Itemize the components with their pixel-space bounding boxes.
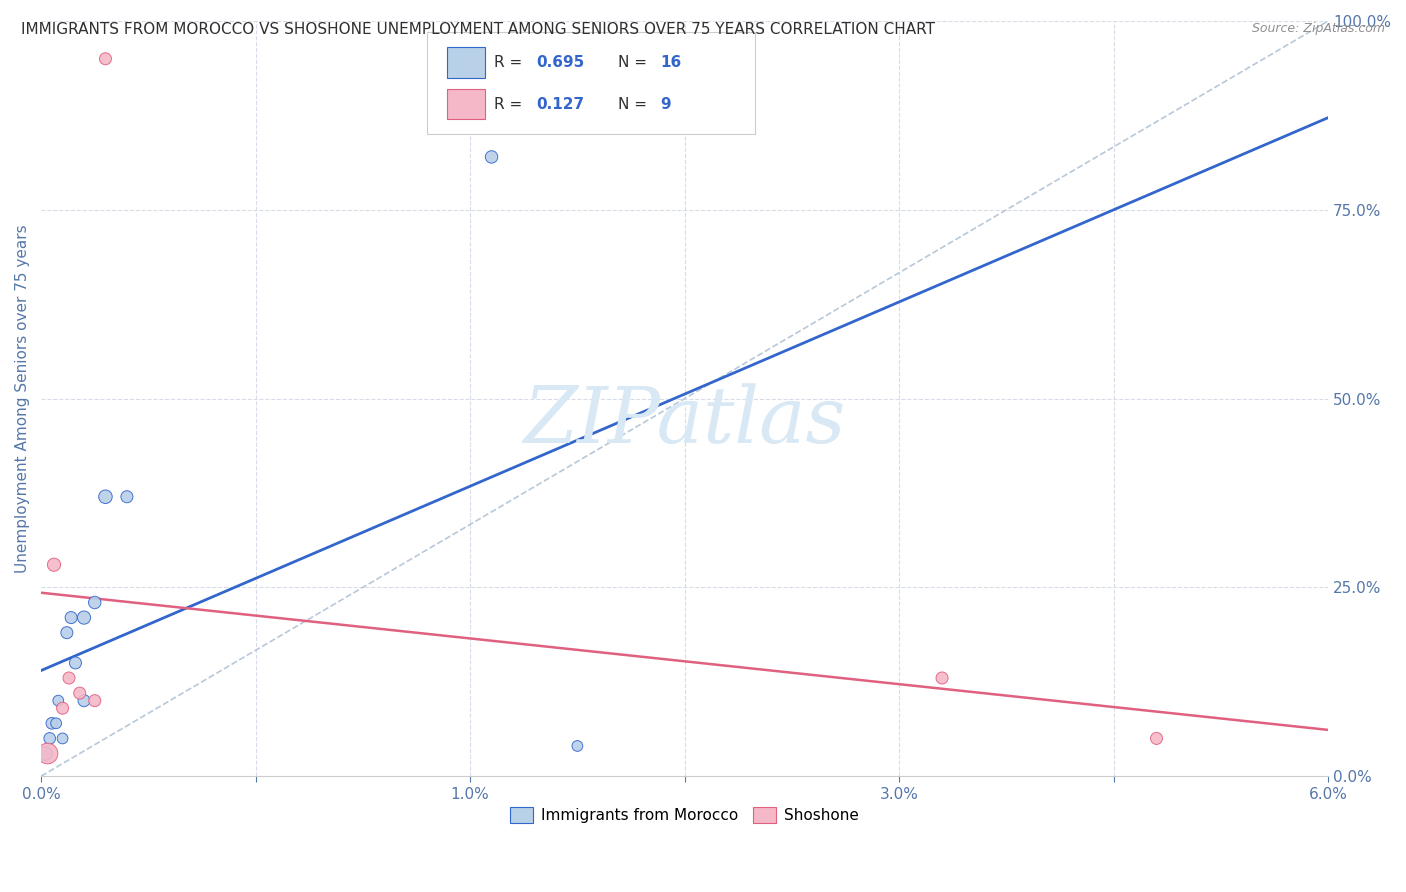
Point — [38, 731, 60, 746]
Point — [73, 693, 96, 707]
Point — [65, 656, 87, 670]
Text: R =: R = — [494, 96, 527, 112]
Point — [45, 716, 67, 731]
Point — [58, 671, 80, 685]
Point — [42, 558, 65, 572]
Point — [51, 701, 73, 715]
FancyBboxPatch shape — [447, 47, 485, 78]
Point — [69, 686, 91, 700]
Point — [83, 693, 105, 707]
Text: 0.127: 0.127 — [537, 96, 585, 112]
Text: N =: N = — [617, 96, 651, 112]
Point — [37, 747, 59, 761]
FancyBboxPatch shape — [447, 89, 485, 120]
Point — [73, 610, 96, 624]
Legend: Immigrants from Morocco, Shoshone: Immigrants from Morocco, Shoshone — [505, 801, 865, 829]
Point — [83, 595, 105, 609]
Point — [1146, 731, 1168, 746]
Point — [51, 731, 73, 746]
Text: ZIPatlas: ZIPatlas — [523, 383, 846, 459]
Point — [46, 693, 69, 707]
Point — [56, 625, 79, 640]
Point — [115, 490, 138, 504]
Point — [481, 150, 503, 164]
Text: 0.695: 0.695 — [537, 55, 585, 70]
Point — [94, 490, 117, 504]
Point — [931, 671, 953, 685]
Y-axis label: Unemployment Among Seniors over 75 years: Unemployment Among Seniors over 75 years — [15, 224, 30, 573]
Text: N =: N = — [617, 55, 651, 70]
Point — [60, 610, 83, 624]
Point — [567, 739, 589, 753]
FancyBboxPatch shape — [427, 32, 755, 135]
Text: IMMIGRANTS FROM MOROCCO VS SHOSHONE UNEMPLOYMENT AMONG SENIORS OVER 75 YEARS COR: IMMIGRANTS FROM MOROCCO VS SHOSHONE UNEM… — [21, 22, 935, 37]
Text: 16: 16 — [661, 55, 682, 70]
Point — [94, 52, 117, 66]
Text: R =: R = — [494, 55, 527, 70]
Text: Source: ZipAtlas.com: Source: ZipAtlas.com — [1251, 22, 1385, 36]
Point — [34, 747, 56, 761]
Text: 9: 9 — [661, 96, 671, 112]
Point — [41, 716, 63, 731]
